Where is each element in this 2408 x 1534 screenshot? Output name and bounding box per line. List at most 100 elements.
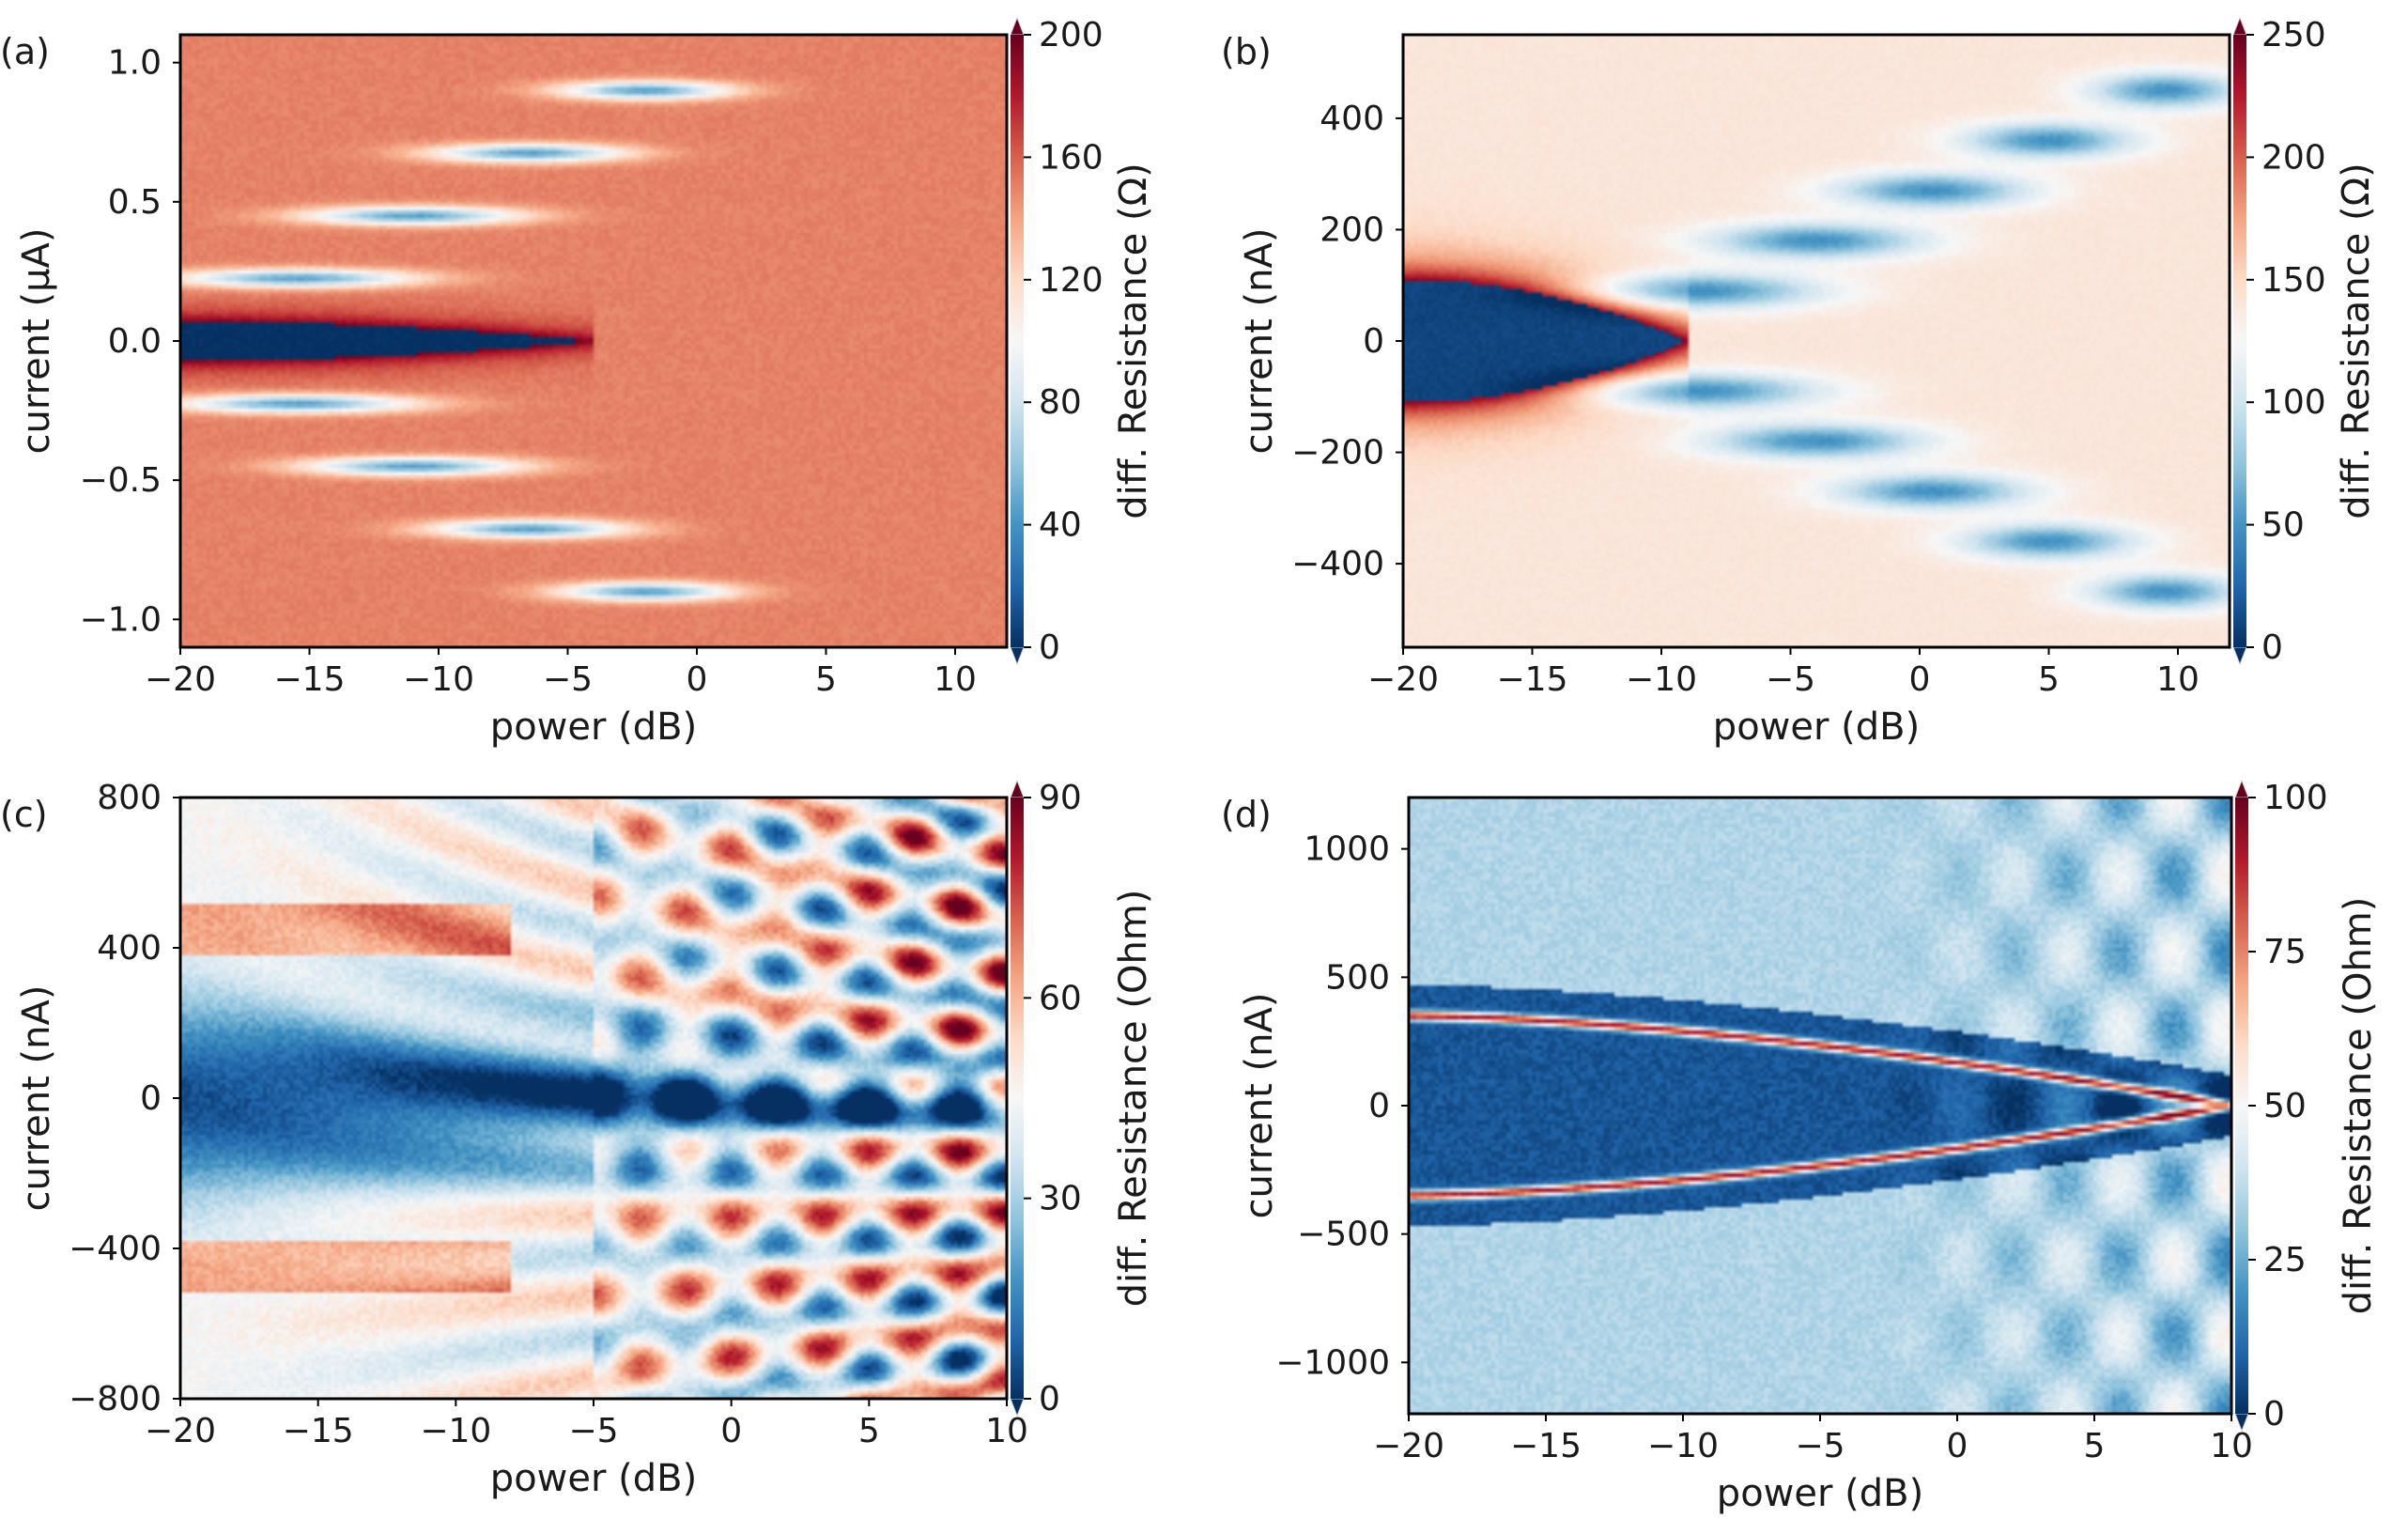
colorbar-extend-min <box>2232 646 2247 666</box>
colorbar-tick-label: 0 <box>2263 1395 2285 1433</box>
x-tick-label: 10 <box>985 1412 1028 1450</box>
panel-label: (b) <box>1221 31 1272 72</box>
colorbar-tick-label: 0 <box>2261 628 2283 667</box>
colorbar-tick-label: 150 <box>2261 261 2326 300</box>
colorbar-tick-label: 0 <box>1039 1380 1060 1418</box>
colorbar: 0 25 50 75 100 diff. Resistance (Ohm) <box>2234 779 2380 1433</box>
y-tick-label: 1.0 <box>108 44 162 83</box>
x-tick-label: −20 <box>145 660 216 699</box>
panel-a: (a) −20 −15 −10 −5 0 5 10 −1.0 −0.5 0.0 0.5 1.0 power… <box>0 16 1155 749</box>
x-tick-label: −15 <box>274 660 346 699</box>
x-tick-label: −15 <box>283 1412 354 1450</box>
x-tick-label: −15 <box>1510 1427 1582 1465</box>
y-tick-label: −0.5 <box>80 461 162 500</box>
colorbar-tick-label: 75 <box>2263 933 2307 971</box>
colorbar-label: diff. Resistance (Ω) <box>1112 163 1155 519</box>
colorbar-tick-label: 120 <box>1039 261 1104 300</box>
y-tick-label: −500 <box>1297 1216 1390 1254</box>
x-tick-label: −5 <box>1795 1427 1845 1465</box>
colorbar: 0 30 60 90 diff. Resistance (Ohm) <box>1010 779 1155 1418</box>
colorbar-tick-label: 90 <box>1039 779 1082 817</box>
x-axis-label: power (dB) <box>1713 705 1920 749</box>
colorbar-extend-max <box>1010 779 1025 798</box>
y-tick-label: 400 <box>97 929 162 968</box>
colorbar-tick-label: 50 <box>2263 1087 2307 1125</box>
x-tick-label: −20 <box>1373 1427 1444 1465</box>
x-tick-label: 0 <box>687 660 708 699</box>
y-tick-label: −800 <box>69 1380 162 1418</box>
y-tick-label: 400 <box>1320 100 1384 138</box>
heatmap-image <box>1403 35 2230 647</box>
panel-d: (d)−20 −15 −10 −5 0 5 10−1000−50005001000power… <box>1221 779 2380 1515</box>
panel-label: (d) <box>1221 794 1272 835</box>
x-tick-label: 0 <box>1947 1427 1968 1465</box>
x-tick-label: −20 <box>1367 660 1439 699</box>
y-tick-label: 800 <box>97 779 162 817</box>
colorbar-tick-label: 50 <box>2261 506 2305 545</box>
y-tick-label: 0 <box>1368 1087 1390 1125</box>
colorbar-extend-max <box>1010 16 1025 36</box>
panel-label: (a) <box>0 31 50 72</box>
colorbar-gradient <box>1011 798 1024 1399</box>
y-tick-label: 500 <box>1325 958 1390 997</box>
x-tick-label: −10 <box>403 660 474 699</box>
x-tick-label: 0 <box>1909 660 1931 699</box>
colorbar-tick-label: 25 <box>2263 1241 2307 1279</box>
y-tick-label: −1.0 <box>80 600 162 639</box>
heatmap-image <box>180 798 1007 1399</box>
colorbar-gradient <box>2235 798 2248 1414</box>
x-tick-label: −5 <box>1766 660 1815 699</box>
x-tick-label: −5 <box>543 660 593 699</box>
heatmap-image <box>180 35 1007 647</box>
colorbar-label: diff. Resistance (Ohm) <box>2337 897 2380 1315</box>
colorbar-tick-label: 160 <box>1039 138 1104 177</box>
y-axis-label: current (μA) <box>15 227 58 454</box>
colorbar-tick-label: 200 <box>1039 16 1104 54</box>
y-tick-label: 0 <box>140 1079 162 1118</box>
y-tick-label: 0.5 <box>108 183 162 222</box>
colorbar-tick-label: 250 <box>2261 16 2326 54</box>
x-tick-label: −5 <box>568 1412 618 1450</box>
colorbar-tick-label: 200 <box>2261 138 2326 177</box>
heatmap-image <box>1409 798 2231 1414</box>
colorbar: 0 40 80 120 160 200 diff. Resistance (Ω) <box>1010 16 1155 667</box>
y-tick-label: −1000 <box>1275 1343 1390 1382</box>
x-tick-label: −15 <box>1497 660 1568 699</box>
x-axis-label: power (dB) <box>490 705 697 749</box>
panel-c: (c) −20 −15 −10 −5 0 5 10 −800 −400 0 400 800 power (… <box>0 779 1155 1500</box>
y-tick-label: 0.0 <box>108 322 162 361</box>
colorbar-tick-label: 60 <box>1039 979 1082 1017</box>
x-tick-label: −10 <box>420 1412 491 1450</box>
x-tick-label: −10 <box>1647 1427 1719 1465</box>
x-axis-label: power (dB) <box>1717 1472 1923 1515</box>
x-tick-label: 10 <box>934 660 977 699</box>
panel-b: (b) −20 −15 −10 −5 0 5 10 −400 −200 0 200 400 power (… <box>1221 16 2378 749</box>
y-tick-label: −200 <box>1291 434 1384 473</box>
y-tick-label: 1000 <box>1304 830 1390 869</box>
colorbar-tick-label: 30 <box>1039 1180 1082 1218</box>
x-tick-label: 5 <box>815 660 837 699</box>
x-tick-label: 5 <box>2038 660 2060 699</box>
y-tick-label: −400 <box>1291 545 1384 583</box>
colorbar-gradient <box>2233 35 2246 647</box>
colorbar: 0 50 100 150 200 250 diff. Resistance (Ω) <box>2232 16 2378 667</box>
x-tick-label: 10 <box>2156 660 2200 699</box>
colorbar-extend-max <box>2232 16 2247 36</box>
y-axis-label: current (nA) <box>1238 993 1281 1219</box>
panel-label: (c) <box>0 794 48 835</box>
colorbar-extend-max <box>2234 779 2249 798</box>
x-tick-label: 10 <box>2210 1427 2253 1465</box>
colorbar-tick-label: 80 <box>1039 383 1082 422</box>
x-tick-label: 5 <box>858 1412 880 1450</box>
x-axis-label: power (dB) <box>490 1457 697 1500</box>
colorbar-gradient <box>1011 35 1024 647</box>
colorbar-tick-label: 0 <box>1039 628 1060 667</box>
y-tick-label: −400 <box>69 1230 162 1268</box>
colorbar-label: diff. Resistance (Ohm) <box>1112 890 1155 1308</box>
x-tick-label: 5 <box>2084 1427 2106 1465</box>
colorbar-extend-min <box>1010 646 1025 666</box>
y-tick-label: 200 <box>1320 210 1384 249</box>
x-tick-label: −10 <box>1626 660 1697 699</box>
y-tick-label: 0 <box>1363 322 1384 361</box>
